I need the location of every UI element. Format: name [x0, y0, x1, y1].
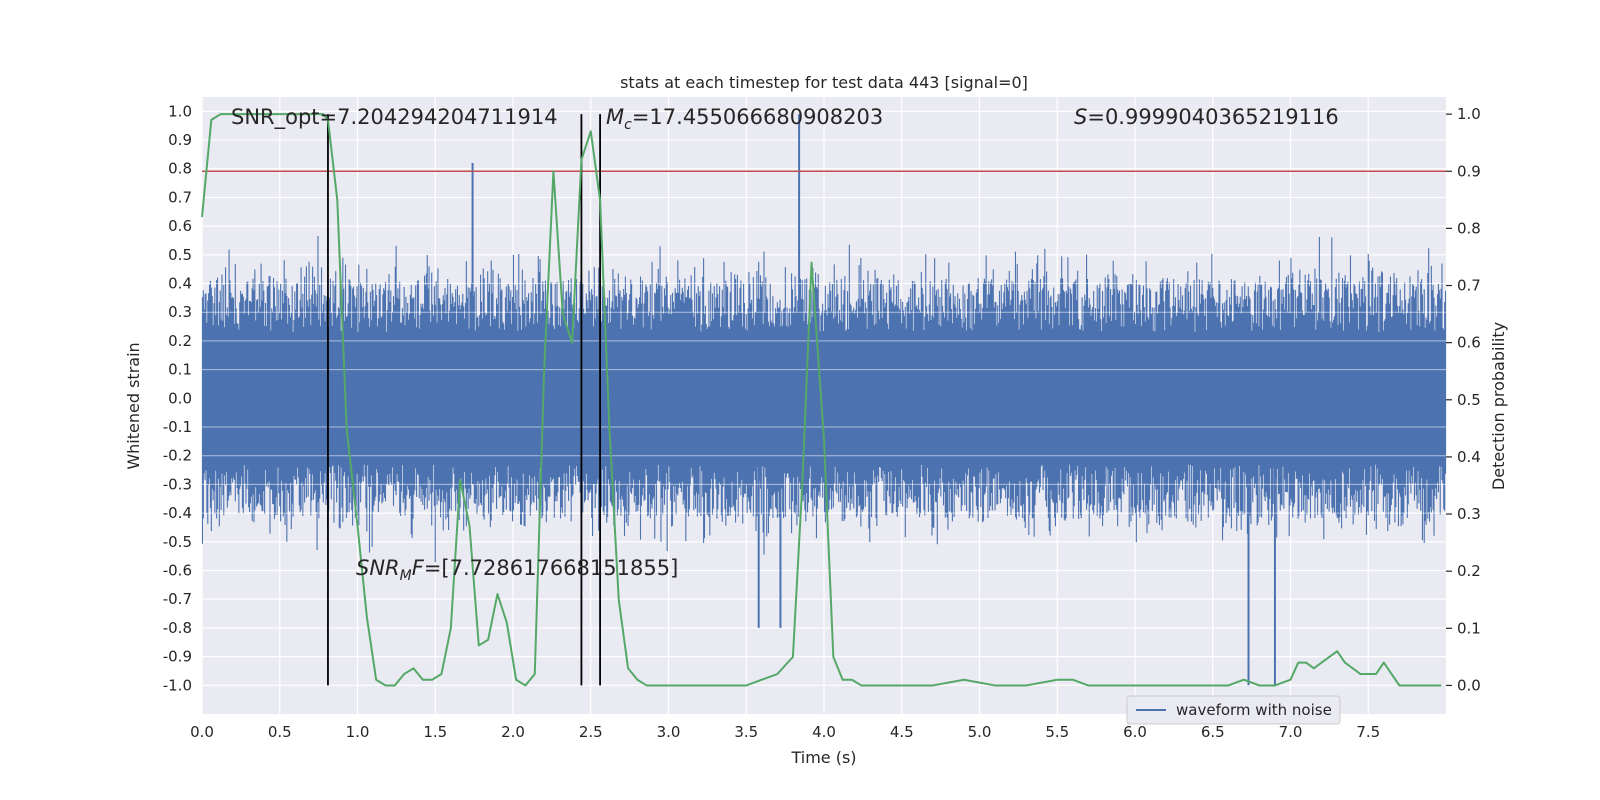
x-tick-label: 2.5 [579, 723, 603, 741]
x-tick-label: 5.0 [968, 723, 992, 741]
y-left-tick-label: 0.3 [168, 303, 192, 321]
y-left-tick-label: -0.6 [163, 562, 192, 580]
legend-box [1126, 695, 1341, 725]
y-left-tick-label: 0.4 [168, 275, 192, 293]
annotation-snr-mf-symbol: SNR [356, 556, 400, 580]
annotation-s-value: =0.9999040365219116 [1087, 105, 1338, 129]
probability-series [201, 113, 1442, 687]
annotation-snr-mf-sub: M [400, 568, 412, 584]
y-left-tick-label: 0.8 [168, 160, 192, 178]
x-tick-label: 7.5 [1356, 723, 1380, 741]
x-axis-ticks: 0.0 0.5 1.0 1.5 2.0 2.5 3.0 3.5 4.0 4.5 5.0 5.5 6.0 6… [190, 723, 1380, 741]
annotation-snr-opt: SNR_opt=7.204294204711914 [231, 105, 558, 130]
annotation-snr-mf-f: F [412, 556, 425, 580]
x-tick-label: 6.5 [1201, 723, 1225, 741]
y-left-tick-label: 0.2 [168, 332, 192, 350]
y-right-tick-label: 0.2 [1457, 562, 1481, 580]
x-tick-label: 7.0 [1279, 723, 1303, 741]
y-left-tick-label: -1.0 [163, 676, 192, 694]
y-left-tick-label: -0.3 [163, 475, 192, 493]
y-right-tick-label: 0.1 [1457, 619, 1481, 637]
probability-line [201, 113, 1442, 687]
y-left-axis-label: Whitened strain [124, 342, 143, 469]
y-right-tick-label: 1.0 [1457, 105, 1481, 123]
x-axis-label: Time (s) [790, 748, 856, 767]
y-right-axis-ticks: 1.0 0.9 0.8 0.7 0.6 0.5 0.4 0.3 0.2 0.1 0.0 [1446, 105, 1481, 694]
y-left-tick-label: 0.6 [168, 217, 192, 235]
y-left-tick-label: 1.0 [168, 102, 192, 120]
y-left-axis-ticks: 1.0 0.9 0.8 0.7 0.6 0.5 0.4 0.3 0.2 0.1 0.0 -0.1 -0.… [163, 102, 192, 694]
y-left-tick-label: -0.8 [163, 619, 192, 637]
y-left-tick-label: 0.1 [168, 361, 192, 379]
x-tick-label: 0.0 [190, 723, 214, 741]
legend: waveform with noise [1126, 695, 1341, 725]
x-tick-label: 4.5 [890, 723, 914, 741]
y-left-tick-label: 0.5 [168, 246, 192, 264]
y-right-tick-label: 0.3 [1457, 505, 1481, 523]
y-left-tick-label: -0.1 [163, 418, 192, 436]
annotation-s: S=0.9999040365219116 [1074, 105, 1339, 129]
y-left-tick-label: -0.9 [163, 648, 192, 666]
x-tick-label: 1.5 [423, 723, 447, 741]
annotation-snr-mf: SNRMF=[7.728617668151855] [356, 556, 678, 584]
y-left-tick-label: -0.4 [163, 504, 192, 522]
x-tick-label: 2.0 [501, 723, 525, 741]
y-right-tick-label: 0.6 [1457, 334, 1481, 352]
annotation-mc-symbol: M [606, 105, 624, 129]
waveform-noise [201, 236, 1447, 563]
annotation-mc-sub: c [624, 117, 632, 133]
y-right-tick-label: 0.5 [1457, 391, 1481, 409]
x-tick-label: 0.5 [268, 723, 292, 741]
x-tick-label: 4.0 [812, 723, 836, 741]
y-left-tick-label: 0.9 [168, 131, 192, 149]
y-left-tick-label: -0.7 [163, 590, 192, 608]
chart-title: stats at each timestep for test data 443… [620, 73, 1028, 92]
y-right-tick-label: 0.9 [1457, 162, 1481, 180]
y-left-tick-label: 0.7 [168, 188, 192, 206]
x-tick-label: 3.0 [657, 723, 681, 741]
annotation-snr-mf-value: =[7.728617668151855] [424, 556, 678, 580]
y-left-tick-label: -0.2 [163, 447, 192, 465]
x-tick-label: 1.0 [346, 723, 370, 741]
annotation-s-symbol: S [1074, 105, 1087, 129]
y-right-tick-label: 0.4 [1457, 448, 1481, 466]
y-right-tick-label: 0.7 [1457, 277, 1481, 295]
y-left-tick-label: -0.5 [163, 533, 192, 551]
y-left-tick-label: 0.0 [168, 389, 192, 407]
y-right-tick-label: 0.8 [1457, 219, 1481, 237]
x-tick-label: 3.5 [734, 723, 758, 741]
legend-label: waveform with noise [1176, 701, 1332, 719]
x-tick-label: 6.0 [1123, 723, 1147, 741]
annotation-mc: Mc=17.455066680908203 [606, 105, 883, 133]
y-right-tick-label: 0.0 [1457, 676, 1481, 694]
y-right-axis-label: Detection probability [1489, 322, 1508, 490]
annotation-mc-value: =17.455066680908203 [632, 105, 883, 129]
x-tick-label: 5.5 [1045, 723, 1069, 741]
